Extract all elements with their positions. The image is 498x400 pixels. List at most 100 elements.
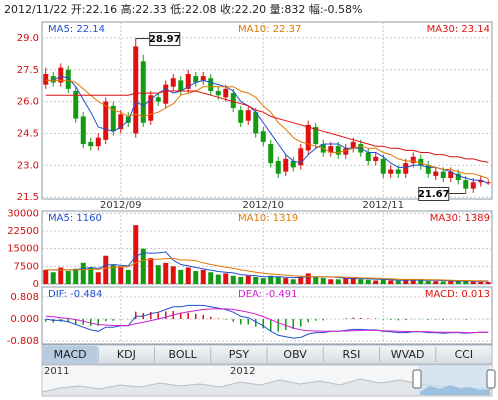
tab-label[interactable]: BOLL <box>168 348 197 361</box>
volume-bar <box>395 280 401 284</box>
volume-bar <box>283 278 289 284</box>
candle-body <box>223 88 229 98</box>
candle-body <box>433 171 439 176</box>
volume-bar <box>343 278 349 284</box>
ma-line <box>45 90 489 163</box>
candle-body <box>73 90 79 119</box>
ma-line <box>45 79 489 180</box>
volume-bar <box>73 268 79 284</box>
navigator-handle-left[interactable] <box>412 369 422 389</box>
volume-bar <box>298 276 304 284</box>
candle-body <box>185 73 191 89</box>
volume-bar <box>335 279 341 284</box>
y-tick-label: 0.000 <box>10 314 39 325</box>
tab-label[interactable]: RSI <box>342 348 360 361</box>
candle-body <box>365 152 371 162</box>
volume-bar <box>290 279 296 284</box>
volume-bar <box>43 269 49 284</box>
y-tick-label: 23.0 <box>17 160 39 171</box>
candle-body <box>298 148 304 166</box>
tab-label[interactable]: OBV <box>283 348 307 361</box>
volume-bar <box>95 272 101 284</box>
candle-body <box>373 156 379 162</box>
navigator-year: 2012 <box>230 366 255 377</box>
candle-body <box>418 158 424 166</box>
y-tick-label: 22500 <box>7 226 39 237</box>
volume-bar <box>440 281 446 284</box>
candle-body <box>103 101 109 140</box>
price-panel <box>41 21 493 200</box>
volume-bar <box>350 278 356 284</box>
min-annotation: 21.67 <box>418 189 450 200</box>
volume-bar <box>80 262 86 284</box>
y-tick-label: 26.0 <box>17 97 39 108</box>
candle-body <box>328 146 334 153</box>
candle-body <box>170 78 176 87</box>
candle-body <box>200 76 206 81</box>
candle-body <box>253 112 259 134</box>
legend-label: MACD: 0.013 <box>425 289 490 300</box>
volume-bar <box>260 278 266 284</box>
x-tick-label: 2012/10 <box>242 200 284 211</box>
header: 2012/11/22 开:22.16 高:22.33 低:22.08 收:22.… <box>4 2 363 16</box>
candle-body <box>133 46 139 134</box>
ma-line <box>45 308 489 334</box>
tab-label[interactable]: WVAD <box>391 348 425 361</box>
candle-body <box>245 110 251 121</box>
x-tick-label: 2012/11 <box>362 200 404 211</box>
max-annotation: 28.97 <box>149 34 181 45</box>
volume-bar <box>485 282 491 284</box>
candle-body <box>193 76 199 83</box>
volume-bar <box>230 275 236 284</box>
y-tick-label: 24.5 <box>17 128 39 139</box>
volume-bar <box>148 258 154 284</box>
candle-body <box>43 73 49 85</box>
volume-bar <box>305 273 311 284</box>
candle-body <box>275 161 281 174</box>
candle-body <box>140 61 146 123</box>
y-tick-label: 27.5 <box>17 65 39 76</box>
candle-body <box>208 78 214 91</box>
candle-body <box>268 144 274 164</box>
candle-body <box>335 146 341 155</box>
volume-bar <box>403 279 409 284</box>
candle-body <box>65 69 71 89</box>
legend-label: DIF: -0.484 <box>48 289 102 300</box>
candle-body <box>448 171 454 178</box>
volume-bar <box>178 269 184 284</box>
candle-body <box>403 163 409 174</box>
candle-body <box>110 105 116 132</box>
navigator-selection-area <box>420 385 490 395</box>
volume-bar <box>455 281 461 284</box>
candle-body <box>238 110 244 123</box>
volume-bar <box>103 255 109 284</box>
candle-body <box>50 76 56 83</box>
tab-label[interactable]: CCI <box>455 348 474 361</box>
volume-bar <box>313 276 319 284</box>
volume-bar <box>223 273 229 284</box>
volume-bar <box>253 276 259 284</box>
volume-bar <box>208 272 214 284</box>
legend-label: MA30: 23.14 <box>427 24 490 35</box>
y-tick-label: 21.5 <box>17 192 39 203</box>
volume-bar <box>425 280 431 284</box>
tab-label[interactable]: MACD <box>54 348 87 361</box>
legend-label: MA5: 22.14 <box>48 24 105 35</box>
tab-label[interactable]: PSY <box>229 348 250 361</box>
candle-body <box>155 97 161 102</box>
volume-bar <box>388 280 394 284</box>
candle-body <box>470 182 476 189</box>
tab-label[interactable]: KDJ <box>117 348 136 361</box>
volume-bar <box>110 265 116 284</box>
tab-selected[interactable] <box>43 346 98 363</box>
ma-line <box>45 257 489 282</box>
volume-bar <box>193 271 199 284</box>
candle-body <box>178 80 184 91</box>
candle-body <box>313 127 319 145</box>
candle-body <box>58 67 64 83</box>
candle-body <box>95 137 101 147</box>
legend-label: DEA: -0.491 <box>238 289 297 300</box>
navigator-handle-right[interactable] <box>486 369 496 389</box>
